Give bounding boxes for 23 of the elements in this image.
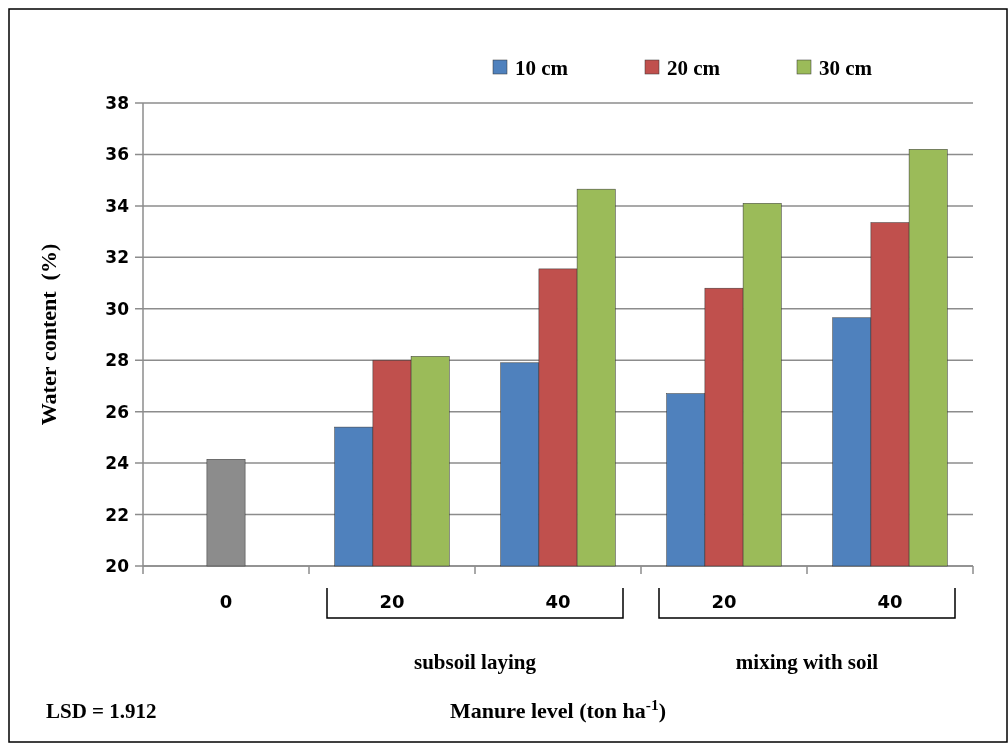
legend-label: 10 cm	[515, 56, 569, 81]
y-tick-label: 22	[105, 504, 129, 525]
legend-label: 30 cm	[819, 56, 873, 81]
text: subsoil laying	[414, 650, 537, 674]
y-tick-label: 32	[105, 247, 129, 268]
text: LSD = 1.912	[46, 699, 157, 723]
x-axis-title: Manure level (ton ha$^{-1}$)	[450, 695, 666, 723]
legend-label: 20 cm	[667, 56, 721, 81]
y-axis-title: Water content (%)	[36, 243, 61, 426]
y-tick-label: 28	[105, 350, 129, 371]
x-tick-label: 20	[379, 591, 405, 612]
y-tick-label: 26	[105, 401, 129, 422]
y-tick-label: 24	[105, 453, 130, 474]
x-tick-label: 0	[219, 591, 233, 612]
x-tick-label: 40	[545, 591, 571, 612]
y-tick-label: 30	[105, 298, 130, 319]
y-tick-label: 36	[105, 144, 129, 165]
y-tick-label: 34	[105, 195, 130, 216]
text: mixing with soil	[735, 650, 879, 674]
x-tick-label: 40	[877, 591, 903, 612]
y-tick-label: 38	[105, 92, 129, 113]
y-tick-label: 20	[105, 555, 130, 576]
x-tick-label: 20	[711, 591, 737, 612]
